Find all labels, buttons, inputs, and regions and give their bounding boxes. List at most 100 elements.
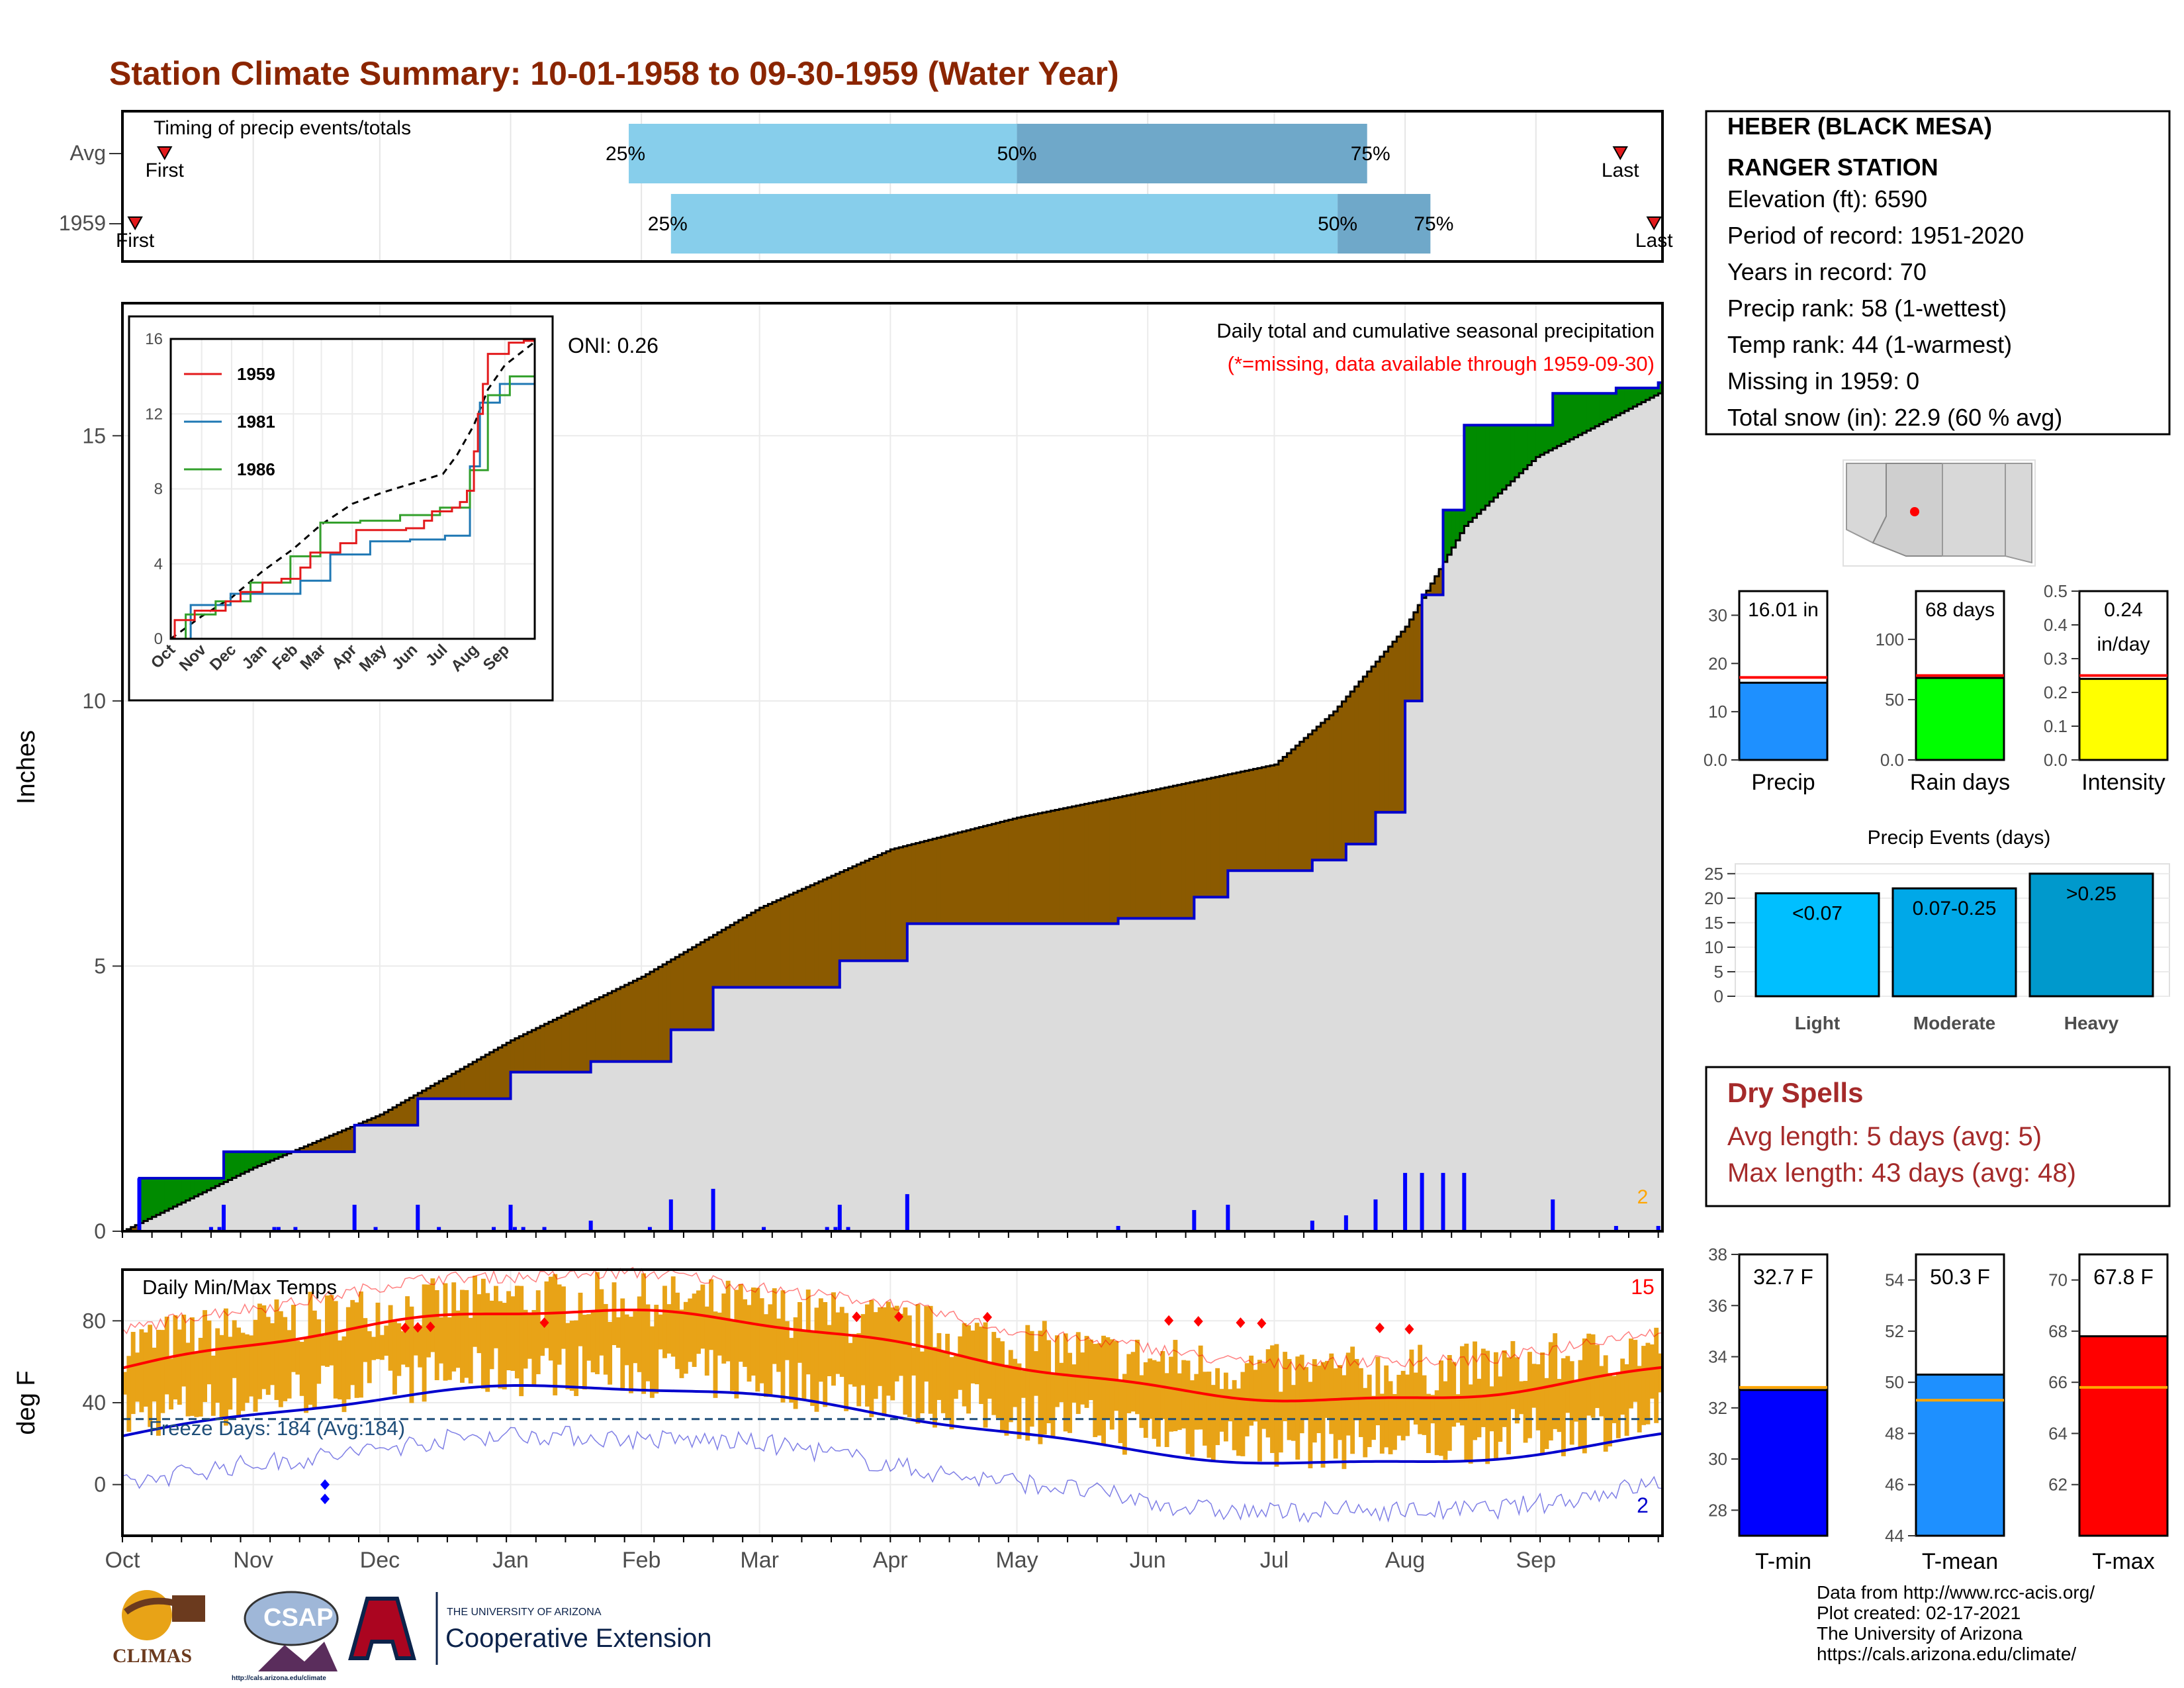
surplus-band <box>1447 510 1452 555</box>
deficit-band <box>599 997 604 1062</box>
deficit-band <box>1021 816 1026 924</box>
deficit-band <box>620 986 625 1062</box>
ua-big-label: Cooperative Extension <box>445 1624 712 1653</box>
daily-temp-bar <box>1206 1372 1212 1458</box>
surplus-band <box>1519 425 1524 473</box>
daily-temp-bar <box>670 1276 676 1357</box>
surplus-band <box>1569 393 1574 440</box>
chart-title: Station Climate Summary: 10-01-1958 to 0… <box>109 55 1119 92</box>
daily-temp-bar <box>130 1332 136 1415</box>
surplus-band <box>1498 425 1503 494</box>
deficit-band <box>363 1121 368 1125</box>
deficit-band <box>1046 812 1052 924</box>
surplus-band <box>1612 393 1617 418</box>
daily-temp-bar <box>1295 1356 1300 1460</box>
mini-value-unit: in/day <box>2097 633 2150 655</box>
surplus-band <box>1645 388 1651 400</box>
daily-temp-bar <box>987 1362 992 1399</box>
daily-temp-bar <box>704 1306 709 1376</box>
daily-temp-bar <box>903 1307 908 1415</box>
month-label: Jun <box>1130 1548 1166 1573</box>
deficit-band <box>544 1023 549 1072</box>
daily-temp-bar <box>418 1325 423 1368</box>
deficit-band <box>1210 778 1216 898</box>
deficit-band <box>814 883 819 988</box>
deficit-band <box>1333 711 1338 861</box>
daily-temp-bar <box>1029 1331 1034 1427</box>
deficit-band <box>527 1032 533 1072</box>
daily-temp-bar <box>692 1293 697 1367</box>
surplus-band <box>1485 425 1490 506</box>
station-info-line: Period of record: 1951-2020 <box>1727 222 2024 249</box>
station-info-line: Total snow (in): 22.9 (60 % avg) <box>1727 404 2062 431</box>
daily-temp-bar <box>527 1315 532 1359</box>
daily-temp-bar <box>1114 1340 1119 1411</box>
daily-temp-bar <box>615 1317 621 1348</box>
daily-temp-bar <box>1160 1351 1165 1419</box>
daily-temp-bar <box>206 1320 212 1385</box>
daily-temp-bar <box>1287 1359 1292 1440</box>
surplus-band <box>1561 393 1566 444</box>
deficit-band <box>400 1102 406 1125</box>
surplus-band <box>283 1151 288 1156</box>
mini-bar-label: Precip <box>1751 770 1815 795</box>
mini-bar <box>1915 677 2005 761</box>
deficit-band <box>1152 790 1157 919</box>
daily-temp-bar <box>447 1317 452 1380</box>
mini-y-tick: 20 <box>1708 653 1727 673</box>
daily-temp-bar <box>1291 1385 1296 1441</box>
daily-temp-bar <box>506 1291 512 1371</box>
daily-precip-bar <box>373 1227 378 1231</box>
temp-panel-label: Daily Min/Max Temps <box>142 1276 337 1299</box>
deficit-band <box>557 1017 562 1072</box>
daily-temp-bar <box>1093 1344 1098 1437</box>
daily-temp-bar <box>949 1357 954 1430</box>
daily-temp-bar <box>789 1338 794 1403</box>
daily-temp-bar <box>1008 1350 1013 1423</box>
last-label: Last <box>1602 160 1639 181</box>
daily-temp-bar <box>1253 1370 1258 1422</box>
daily-precip-bar <box>437 1227 441 1231</box>
deficit-band <box>1249 770 1254 871</box>
daily-temp-bar <box>848 1342 853 1385</box>
station-info-line: Elevation (ft): 6590 <box>1727 185 1927 212</box>
temperature-bars: 28 30 32 34 36 38 32.7 F T-min 44 46 48 50 52 54 50.3 … <box>1708 1244 2169 1574</box>
daily-precip-bar <box>668 1199 673 1231</box>
daily-precip-bar <box>837 1204 842 1231</box>
surplus-band <box>1565 393 1570 442</box>
daily-temp-bar <box>1304 1367 1308 1419</box>
daily-temp-bar <box>210 1355 216 1416</box>
deficit-band <box>312 1143 317 1152</box>
credits: Data from http://www.rcc-acis.org/ Plot … <box>1817 1582 2095 1664</box>
daily-temp-bar <box>725 1280 731 1362</box>
daily-temp-bar <box>283 1317 288 1401</box>
y-tick-label: 40 <box>82 1391 106 1415</box>
surplus-band <box>194 1178 199 1197</box>
deficit-band <box>886 851 891 961</box>
daily-temp-bar <box>396 1323 402 1376</box>
daily-precip-bar <box>647 1227 652 1231</box>
daily-temp-bar <box>801 1330 807 1400</box>
surplus-band <box>1455 510 1461 541</box>
temp-bar-y-tick: 28 <box>1708 1500 1727 1520</box>
surplus-band <box>1590 393 1596 429</box>
daily-temp-bar <box>915 1304 921 1424</box>
daily-temp-bar <box>1658 1353 1663 1393</box>
deficit-band <box>590 1001 596 1062</box>
daily-temp-bar <box>392 1320 397 1395</box>
daily-precip-bar <box>521 1227 525 1231</box>
daily-temp-bar <box>1358 1368 1363 1437</box>
mini-bar-label: Intensity <box>2081 770 2165 795</box>
daily-temp-bar <box>477 1294 482 1354</box>
daily-temp-bar <box>375 1302 381 1360</box>
event-category-label: Moderate <box>1913 1013 1995 1033</box>
daily-temp-bar <box>565 1323 570 1389</box>
deficit-band <box>919 841 925 924</box>
deficit-band <box>679 954 684 1030</box>
daily-temp-bar <box>1615 1372 1621 1438</box>
daily-precip-bar <box>512 1227 517 1231</box>
daily-temp-bar <box>878 1307 883 1386</box>
deficit-band <box>1093 802 1098 924</box>
daily-temp-bar <box>654 1305 659 1394</box>
